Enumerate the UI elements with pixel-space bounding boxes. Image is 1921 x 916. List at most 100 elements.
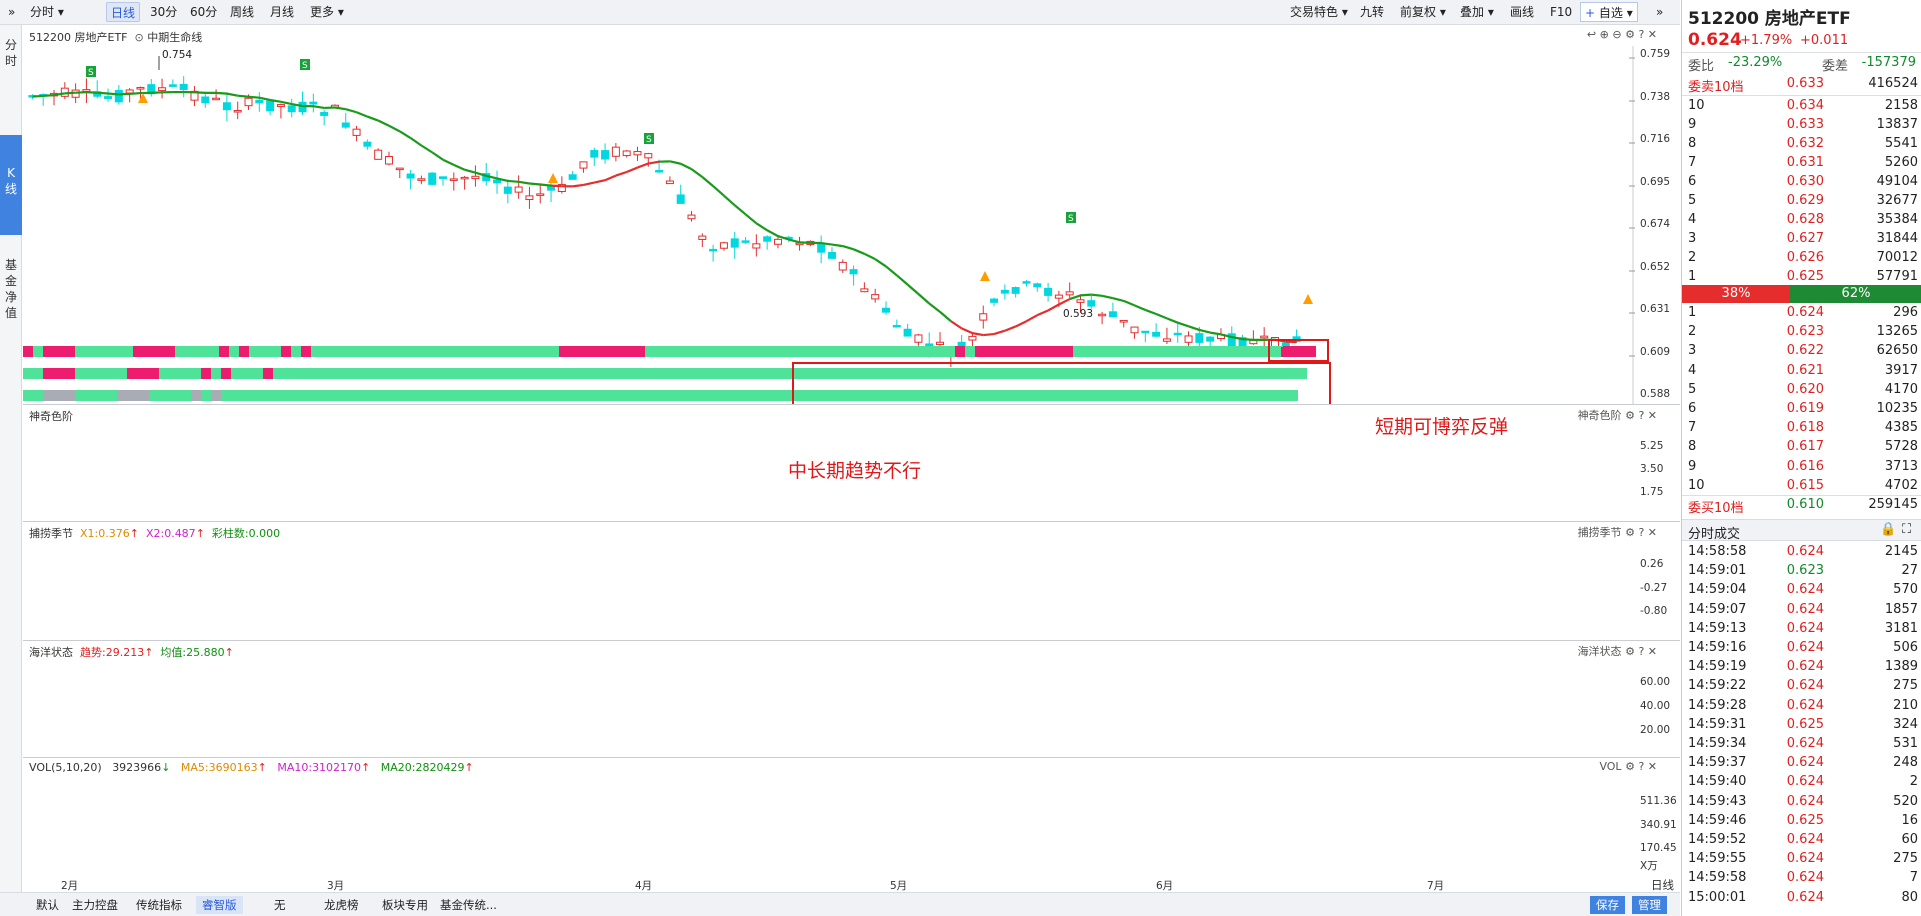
- draw-button[interactable]: 画线: [1510, 5, 1535, 19]
- trade-feature-menu[interactable]: 交易特色 ▾: [1290, 5, 1348, 19]
- x-tick: 3月: [327, 880, 345, 892]
- f10-button[interactable]: F10: [1550, 5, 1573, 19]
- price: 0.618: [1786, 420, 1824, 436]
- tab-intraday[interactable]: 分时: [4, 38, 17, 68]
- return-icon[interactable]: ↩: [1586, 28, 1597, 41]
- indicator-name[interactable]: 中期生命线: [147, 31, 203, 44]
- sell-signal-icon: [86, 66, 96, 77]
- close-icon[interactable]: ✕: [1647, 760, 1657, 773]
- tab-fenshi[interactable]: 分时 ▾: [30, 5, 64, 19]
- trade-row: 14:59:22 0.624 275: [1682, 678, 1921, 697]
- tab-monthly[interactable]: 月线: [270, 5, 295, 19]
- level: 2: [1688, 324, 1697, 340]
- dropdown-icon[interactable]: ⊙: [134, 31, 144, 44]
- ma-line: [388, 124, 401, 133]
- settings-icon[interactable]: ⚙: [1625, 760, 1635, 773]
- candle-body: [309, 101, 318, 105]
- ask-row: 2 0.626 70012: [1682, 250, 1921, 269]
- zoom-out-icon[interactable]: ⊖: [1612, 28, 1622, 41]
- quote-title: 512200 房地产ETF: [1688, 9, 1851, 29]
- settings-icon[interactable]: ⚙: [1625, 526, 1635, 539]
- level: 3: [1688, 343, 1697, 359]
- color-band-1: [1073, 346, 1283, 357]
- save-button[interactable]: 保存: [1590, 896, 1625, 914]
- change-pct: +1.79%: [1740, 33, 1793, 48]
- volume: 2158: [1884, 98, 1918, 113]
- pane-title: 海洋状态 趋势:29.213↑ 均值:25.880↑: [29, 644, 234, 660]
- close-icon[interactable]: ✕: [1647, 645, 1657, 658]
- help-icon[interactable]: ?: [1638, 760, 1645, 773]
- help-icon[interactable]: ?: [1638, 526, 1645, 539]
- candle-body: [903, 328, 912, 337]
- trade-row: 14:59:52 0.624 60: [1682, 832, 1921, 851]
- tab-daily[interactable]: 日线: [106, 2, 141, 22]
- level: 10: [1688, 477, 1705, 493]
- buy-signal-icon: [1303, 294, 1313, 304]
- ma20-value: MA20:2820429↑: [381, 761, 474, 774]
- tab-kline[interactable]: K线: [0, 135, 22, 235]
- level: 3: [1688, 231, 1697, 246]
- help-icon[interactable]: ?: [1638, 645, 1645, 658]
- tab-fund-nav[interactable]: 基金净值: [4, 258, 17, 320]
- template-sector[interactable]: 板块专用: [382, 898, 428, 912]
- adjust-menu[interactable]: 前复权 ▾: [1400, 5, 1446, 19]
- template-traditional[interactable]: 传统指标: [136, 898, 182, 912]
- template-fund[interactable]: 基金传统...: [440, 898, 497, 912]
- color-band-3: [191, 390, 201, 401]
- overlay-menu[interactable]: 叠加 ▾: [1460, 5, 1494, 19]
- help-icon[interactable]: ?: [1638, 28, 1645, 41]
- help-icon[interactable]: ?: [1638, 409, 1645, 422]
- template-default[interactable]: 默认: [36, 898, 59, 912]
- ma-line: [917, 293, 930, 305]
- ma-line: [669, 160, 681, 165]
- candle-body: [266, 100, 275, 112]
- manage-button[interactable]: 管理: [1632, 896, 1667, 914]
- expand-icon[interactable]: »: [1656, 5, 1664, 19]
- tab-30min[interactable]: 30分: [150, 5, 178, 19]
- tab-more[interactable]: 更多 ▾: [310, 5, 344, 19]
- settings-icon[interactable]: ⚙: [1625, 28, 1635, 41]
- lock-icon[interactable]: 🔒: [1880, 522, 1897, 537]
- period-label[interactable]: 日线: [1651, 878, 1674, 892]
- jiuzhuan-button[interactable]: 九转: [1360, 5, 1385, 19]
- candle-body: [330, 104, 339, 108]
- tab-60min[interactable]: 60分: [190, 5, 218, 19]
- candle-body: [1119, 319, 1128, 323]
- settings-icon[interactable]: ⚙: [1625, 645, 1635, 658]
- candle-body: [644, 153, 653, 159]
- ma-line: [972, 332, 984, 337]
- price: 0.633: [1786, 117, 1824, 132]
- template-dragon-tiger[interactable]: 龙虎榜: [324, 898, 359, 912]
- trade-row: 14:59:28 0.624 210: [1682, 698, 1921, 717]
- template-smart[interactable]: 睿智版: [196, 896, 243, 914]
- close-icon[interactable]: ✕: [1647, 28, 1657, 41]
- tab-weekly[interactable]: 周线: [230, 5, 255, 19]
- annotation-long-term: 中长期趋势不行: [788, 460, 922, 482]
- collapse-icon[interactable]: »: [8, 5, 16, 19]
- template-main-control[interactable]: 主力控盘: [72, 898, 118, 912]
- zoom-in-icon[interactable]: ⊕: [1599, 28, 1609, 41]
- candle-body: [125, 89, 134, 94]
- settings-icon[interactable]: ⚙: [1625, 409, 1635, 422]
- fullscreen-icon[interactable]: ⛶: [1902, 522, 1912, 537]
- trade-time: 14:59:28: [1688, 697, 1747, 713]
- trade-volume: 80: [1901, 889, 1918, 905]
- trade-volume: 570: [1893, 582, 1918, 598]
- candle-body: [914, 334, 923, 343]
- trade-row: 14:59:19 0.624 1389: [1682, 659, 1921, 678]
- color-band-1: [975, 346, 1073, 357]
- template-none[interactable]: 无: [274, 898, 286, 912]
- price: 0.617: [1786, 439, 1824, 455]
- ma-line: [680, 162, 692, 171]
- close-icon[interactable]: ✕: [1647, 526, 1657, 539]
- candle-body: [395, 167, 404, 171]
- ma-line: [356, 111, 368, 118]
- close-icon[interactable]: ✕: [1647, 409, 1657, 422]
- bid-row: 3 0.622 62650: [1682, 343, 1921, 362]
- trade-price: 0.625: [1786, 716, 1824, 732]
- add-watchlist-button[interactable]: + 自选 ▾: [1580, 2, 1638, 22]
- y-tick: 0.759: [1640, 48, 1671, 60]
- price: 0.627: [1786, 231, 1824, 246]
- candle-body: [557, 183, 566, 193]
- candle-body: [860, 288, 869, 293]
